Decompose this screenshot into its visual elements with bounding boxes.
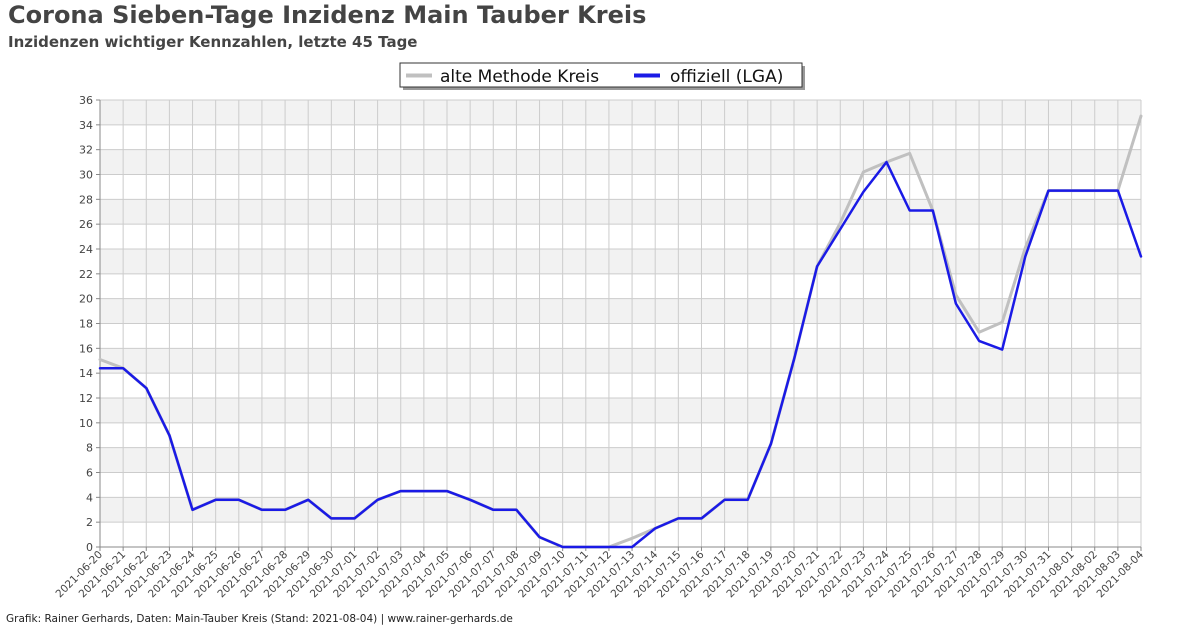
y-tick-label: 16 bbox=[79, 342, 93, 355]
y-tick-label: 30 bbox=[79, 169, 93, 182]
band bbox=[100, 149, 1141, 175]
band bbox=[100, 348, 1141, 374]
y-tick-label: 24 bbox=[79, 243, 93, 256]
y-tick-label: 32 bbox=[79, 144, 93, 157]
y-tick-label: 36 bbox=[79, 94, 93, 107]
y-tick-label: 6 bbox=[86, 467, 93, 480]
band bbox=[100, 497, 1141, 523]
y-tick-label: 34 bbox=[79, 119, 93, 132]
chart-subtitle: Inzidenzen wichtiger Kennzahlen, letzte … bbox=[8, 33, 418, 51]
y-tick-label: 0 bbox=[86, 541, 93, 554]
y-tick-label: 8 bbox=[86, 442, 93, 455]
background-bands bbox=[100, 100, 1141, 523]
legend-label: alte Methode Kreis bbox=[440, 67, 599, 87]
y-tick-label: 22 bbox=[79, 268, 93, 281]
band bbox=[100, 447, 1141, 473]
y-tick-label: 12 bbox=[79, 392, 93, 405]
y-tick-label: 10 bbox=[79, 417, 93, 430]
y-tick-label: 4 bbox=[86, 491, 93, 504]
x-tick-labels: 2021-06-202021-06-212021-06-222021-06-23… bbox=[53, 548, 1146, 600]
chart-title: Corona Sieben-Tage Inzidenz Main Tauber … bbox=[8, 1, 647, 29]
y-tick-label: 18 bbox=[79, 318, 93, 331]
legend-label: offiziell (LGA) bbox=[670, 67, 783, 87]
y-tick-label: 14 bbox=[79, 367, 93, 380]
y-tick-label: 20 bbox=[79, 293, 93, 306]
series-lines bbox=[98, 114, 1143, 549]
band bbox=[100, 398, 1141, 423]
credit-footer: Grafik: Rainer Gerhards, Daten: Main-Tau… bbox=[6, 613, 513, 625]
legend: alte Methode Kreis offiziell (LGA) bbox=[399, 62, 805, 90]
y-tick-label: 26 bbox=[79, 218, 93, 231]
y-tick-label: 2 bbox=[86, 516, 93, 529]
legend-box bbox=[399, 62, 803, 88]
series-line-alte-methode bbox=[98, 114, 1143, 549]
band bbox=[100, 298, 1141, 324]
band bbox=[100, 249, 1141, 274]
series-line-offiziell bbox=[98, 160, 1143, 549]
band bbox=[100, 100, 1141, 125]
y-tick-label: 28 bbox=[79, 193, 93, 206]
band bbox=[100, 199, 1141, 225]
